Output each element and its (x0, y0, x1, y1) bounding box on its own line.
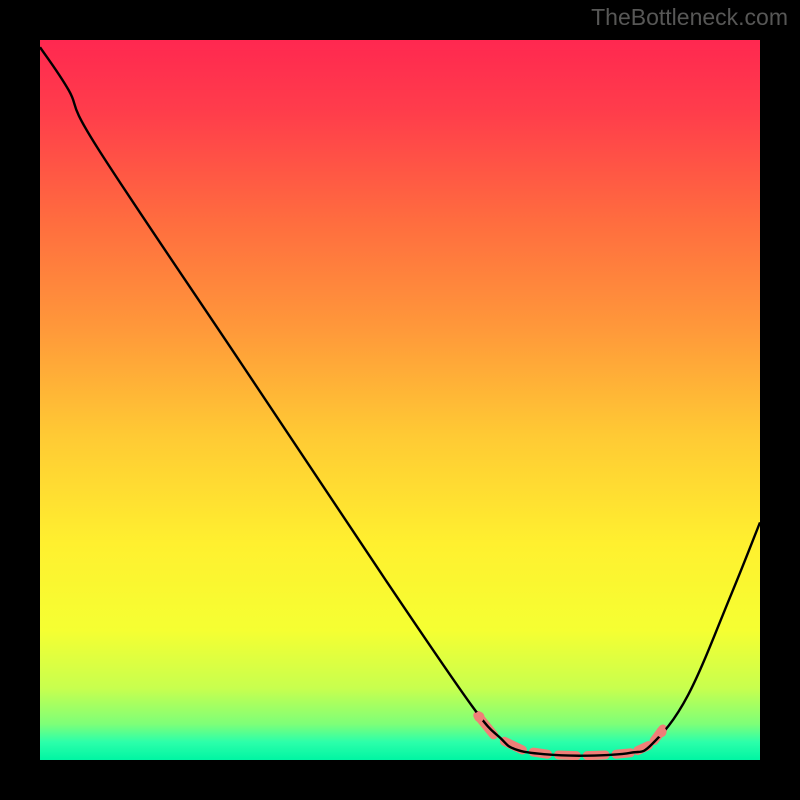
highlight-dots (474, 712, 667, 738)
highlight-band (478, 715, 663, 755)
attribution-label: TheBottleneck.com (591, 4, 788, 31)
plot-area (40, 40, 760, 760)
main-curve (40, 47, 760, 756)
chart-frame: TheBottleneck.com (0, 0, 800, 800)
curve-layer (40, 40, 760, 760)
